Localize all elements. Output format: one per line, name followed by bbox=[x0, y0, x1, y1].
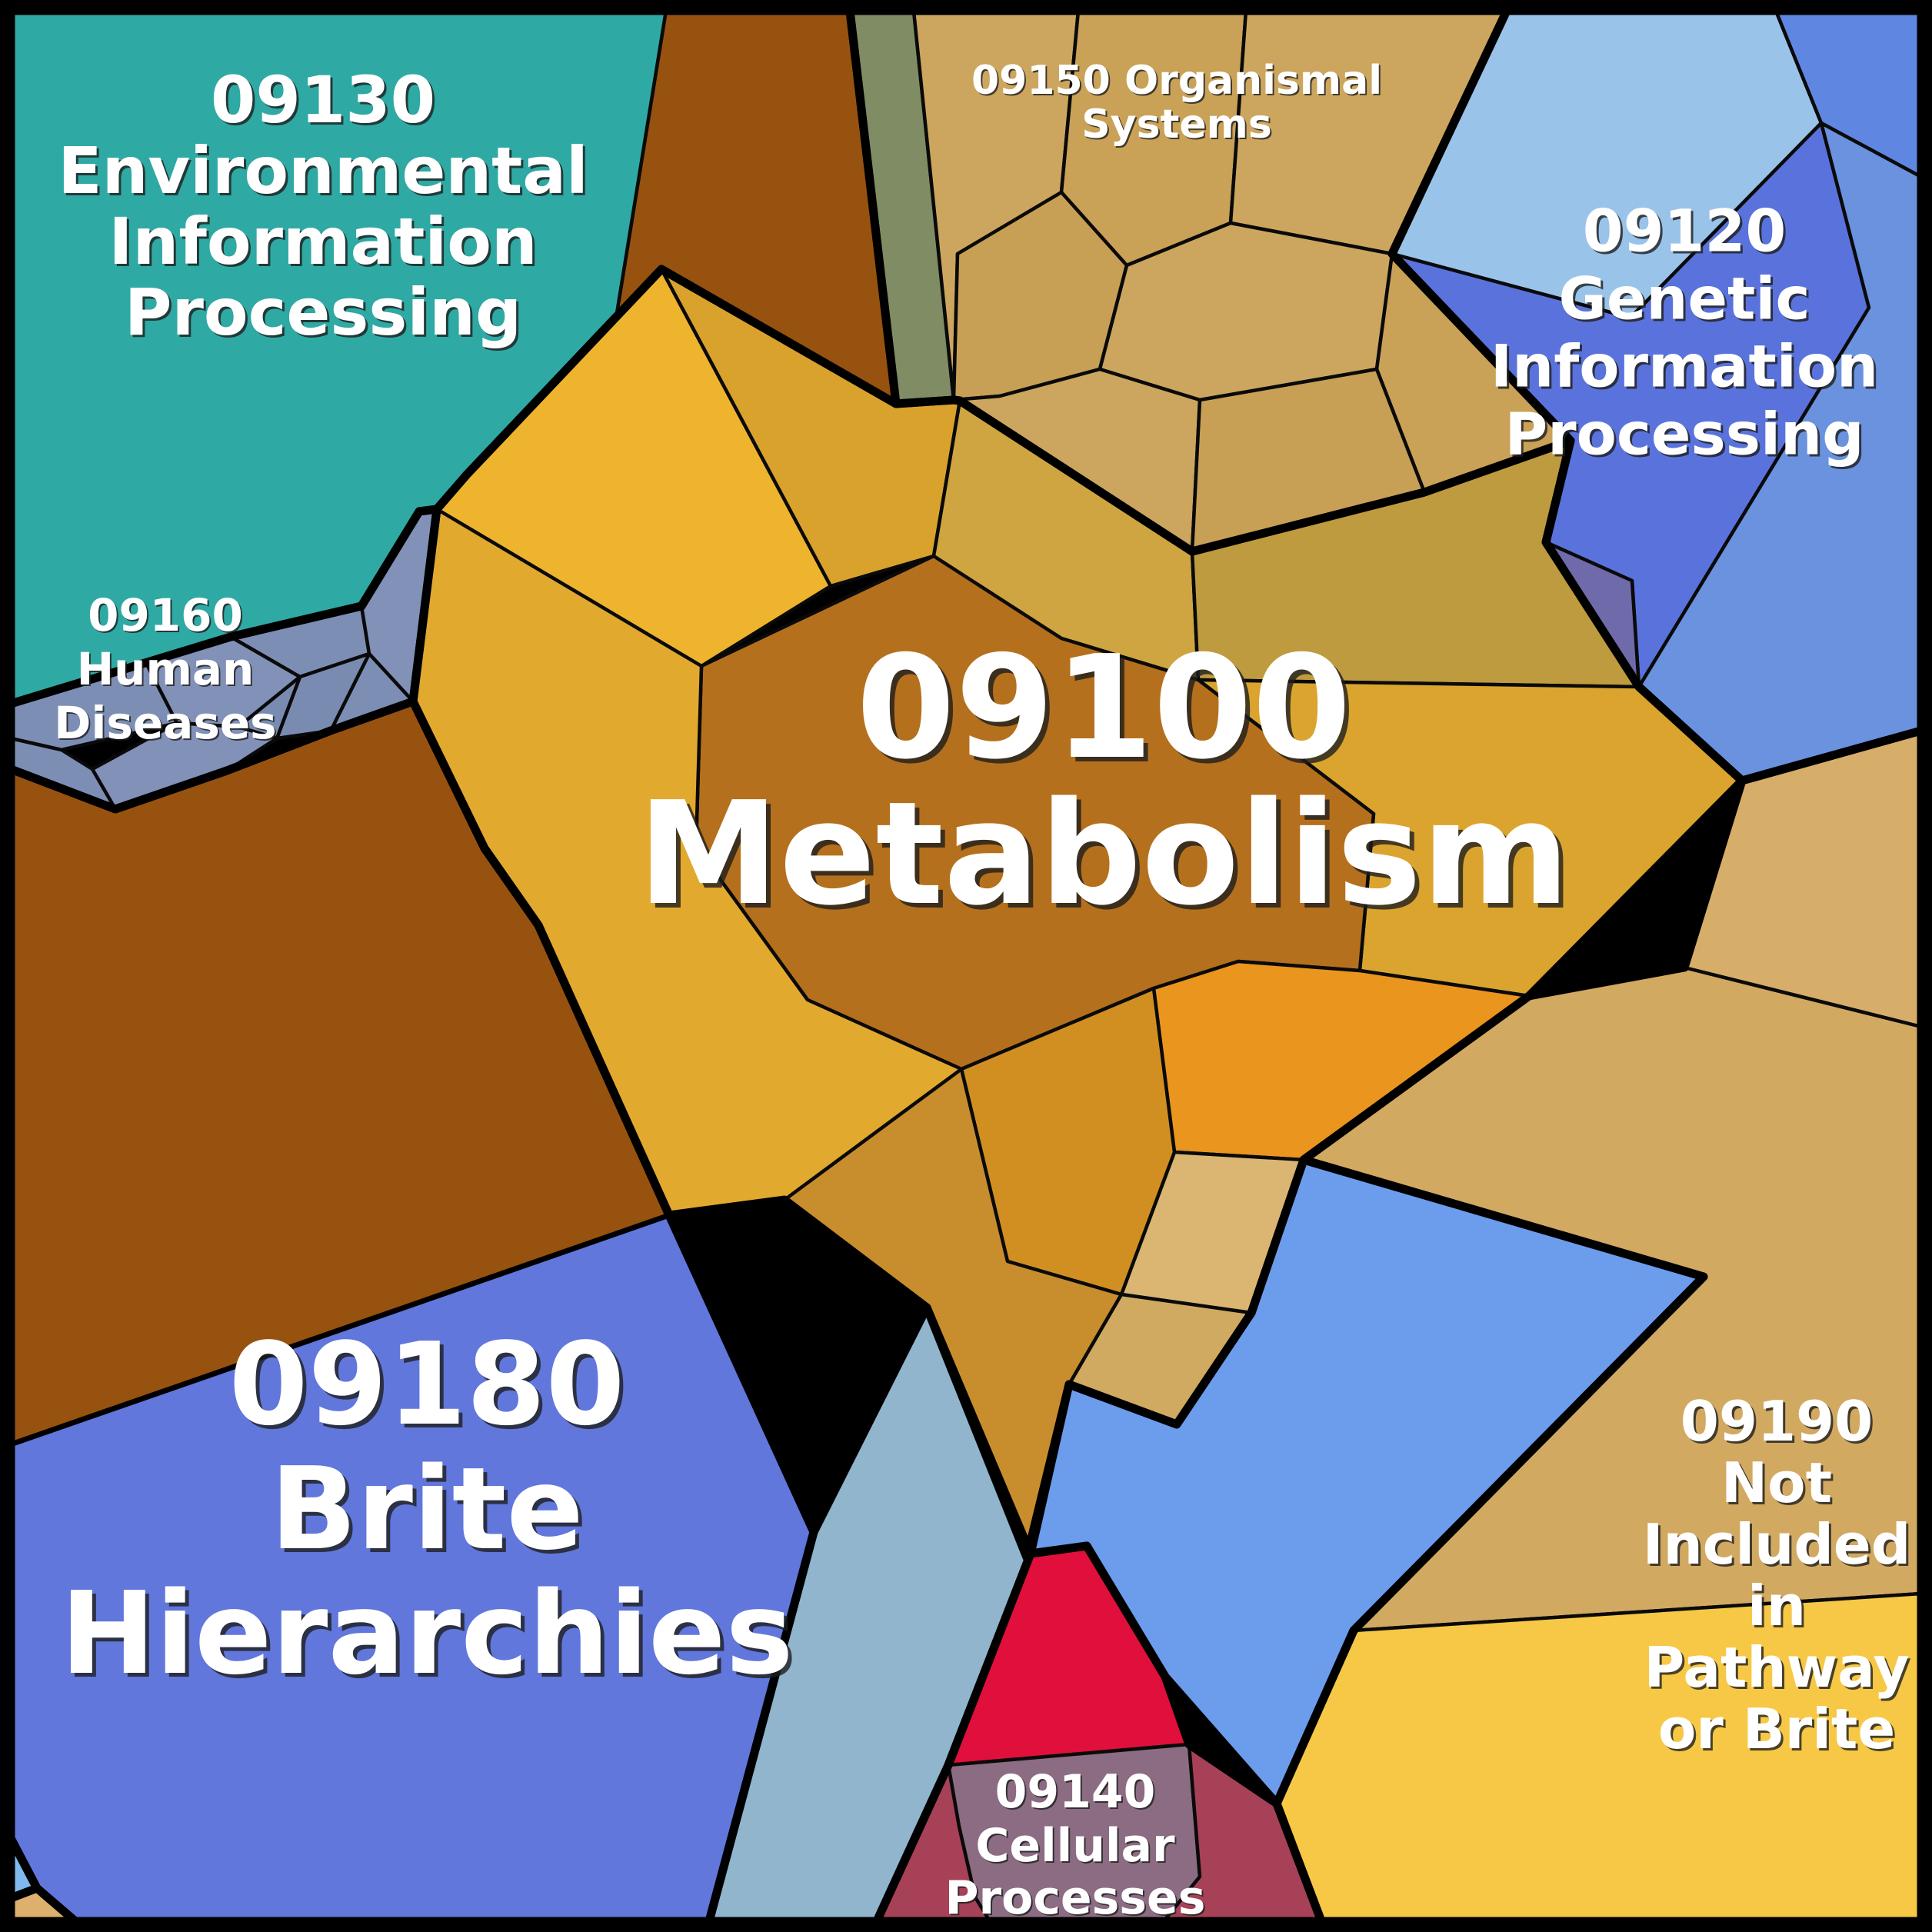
label-09100-line-1: Metabolism bbox=[642, 775, 1574, 941]
label-09130-line-1: Environmental bbox=[60, 135, 591, 211]
cell-09160-slate-9 bbox=[236, 675, 302, 741]
label-09190-line-1: Not bbox=[1721, 1451, 1832, 1515]
label-09120-line-1: Genetic bbox=[1558, 265, 1810, 333]
label-09180-line-1: Brite bbox=[274, 1447, 588, 1579]
label-09150-line-0: 09150 Organismal bbox=[973, 59, 1384, 105]
label-09100-line-0: 09100 bbox=[861, 629, 1356, 795]
label-09120-line-3: Processing bbox=[1507, 402, 1866, 471]
label-09120-line-0: 09120 bbox=[1585, 199, 1788, 268]
label-09190-line-5: or Brite bbox=[1661, 1699, 1897, 1764]
label-09130-line-0: 09130 bbox=[211, 62, 435, 138]
label-09130-line-3: Processing bbox=[125, 275, 521, 350]
label-09180-line-1: Brite bbox=[270, 1443, 584, 1575]
label-09130-line-2: Information bbox=[111, 206, 539, 281]
label-09190: 0919009190NotNotIncludedIncludedininPath… bbox=[1643, 1389, 1914, 1764]
label-09130-line-0: 09130 bbox=[213, 65, 438, 140]
label-09120-line-2: Information bbox=[1493, 335, 1880, 403]
label-09150-line-1: Systems bbox=[1083, 103, 1274, 149]
label-09190-line-0: 09190 bbox=[1681, 1389, 1874, 1454]
label-09100-line-1: Metabolism bbox=[638, 771, 1570, 937]
group-outline-unlabeled-bluewedge bbox=[1026, 1155, 1708, 1808]
label-09190-line-1: Not bbox=[1724, 1453, 1834, 1517]
label-09190-line-3: in bbox=[1747, 1574, 1806, 1638]
label-09130-line-3: Processing bbox=[127, 277, 524, 352]
label-09120-line-2: Information bbox=[1491, 332, 1878, 401]
label-09120-line-3: Processing bbox=[1504, 400, 1864, 468]
label-09180-line-2: Hierarchies bbox=[60, 1567, 793, 1700]
label-09140-line-1: Cellular bbox=[977, 1820, 1177, 1874]
label-09160-line-0: 09160 bbox=[89, 591, 245, 643]
label-09190-line-5: or Brite bbox=[1658, 1697, 1895, 1761]
label-09130: 0913009130EnvironmentalEnvironmentalInfo… bbox=[58, 62, 591, 352]
label-09130-line-2: Information bbox=[108, 204, 537, 279]
label-09190-line-4: Pathway bbox=[1647, 1637, 1912, 1702]
label-09140-line-0: 09140 bbox=[995, 1765, 1156, 1819]
label-09190-line-2: Included bbox=[1643, 1512, 1911, 1577]
label-09150-line-0: 09150 Organismal bbox=[971, 58, 1382, 104]
label-09180-line-0: 09180 bbox=[229, 1318, 625, 1451]
label-09160-line-0: 09160 bbox=[88, 589, 243, 641]
label-09120-line-0: 09120 bbox=[1583, 197, 1786, 265]
label-09140: 0914009140CellularCellularProcessesProce… bbox=[945, 1765, 1208, 1927]
label-09100-line-0: 09100 bbox=[856, 625, 1351, 791]
inner-border-brown-periwinkle-divider bbox=[8, 1212, 672, 1447]
label-09180: 0918009180BriteBriteHierarchiesHierarchi… bbox=[60, 1318, 797, 1704]
label-09180-line-0: 09180 bbox=[233, 1322, 629, 1454]
label-09190-line-3: in bbox=[1750, 1576, 1808, 1641]
label-09130-line-1: Environmental bbox=[58, 133, 588, 208]
label-09140-line-2: Processes bbox=[945, 1871, 1206, 1925]
label-09150-line-1: Systems bbox=[1081, 102, 1272, 148]
label-09180-line-2: Hierarchies bbox=[64, 1571, 797, 1704]
label-09140-line-2: Processes bbox=[947, 1873, 1208, 1927]
label-09190-line-4: Pathway bbox=[1644, 1635, 1910, 1700]
label-09160-line-2: Diseases bbox=[54, 697, 276, 749]
label-09140-line-0: 09140 bbox=[997, 1767, 1158, 1820]
label-09160-line-2: Diseases bbox=[55, 698, 278, 751]
label-09140-line-1: Cellular bbox=[975, 1819, 1175, 1873]
label-09120: 0912009120GeneticGeneticInformationInfor… bbox=[1491, 197, 1880, 471]
label-09190-line-0: 09190 bbox=[1683, 1391, 1876, 1456]
label-09160-line-1: Human bbox=[77, 643, 255, 695]
label-09120-line-1: Genetic bbox=[1561, 267, 1812, 335]
label-09160-line-1: Human bbox=[78, 645, 256, 697]
label-09190-line-2: Included bbox=[1645, 1514, 1914, 1579]
